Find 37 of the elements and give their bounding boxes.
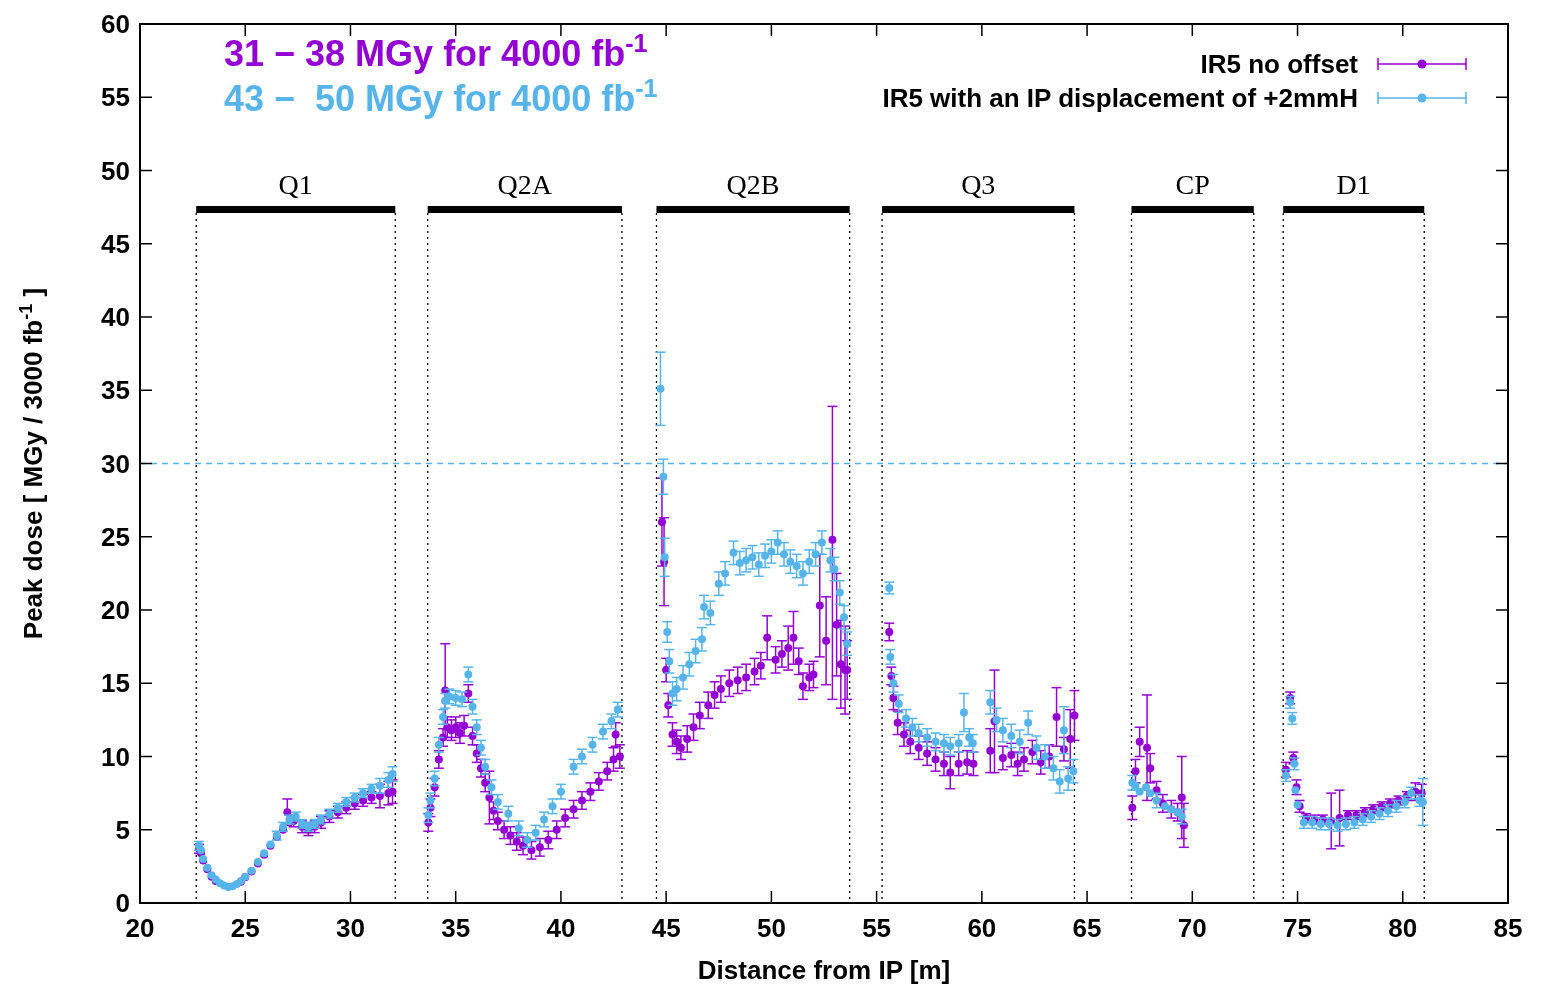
x-tick-label: 55 <box>862 913 892 943</box>
y-tick-label: 55 <box>101 82 130 113</box>
annotation: Q2B <box>726 169 780 200</box>
y-tick-label: 60 <box>101 9 130 39</box>
y-tick-label: 5 <box>115 814 130 845</box>
x-tick-label: 45 <box>651 913 681 943</box>
x-tick-label: 50 <box>756 913 786 943</box>
x-tick-label: 85 <box>1493 913 1523 943</box>
x-axis-title: Distance from IP [m] <box>697 955 951 985</box>
y-tick-label: 10 <box>101 741 130 772</box>
annotation: 43 − 50 MGy for 4000 fb$^{-1}$ <box>224 74 658 119</box>
y-tick-label: 15 <box>101 668 130 699</box>
legend-label: IR5 with an IP displacement of +2mmH <box>882 83 1358 113</box>
annotation: 31 − 38 MGy for 4000 fb$^{-1}$ <box>224 29 648 74</box>
y-tick-label: 20 <box>101 595 130 625</box>
legend-label: IR5 no offset <box>1200 49 1359 79</box>
x-tick-label: 35 <box>441 913 471 943</box>
x-tick-label: 30 <box>336 913 365 943</box>
y-tick-label: 30 <box>101 448 130 479</box>
x-tick-label: 65 <box>1072 913 1102 943</box>
y-tick-label: 45 <box>101 228 130 259</box>
annotation: CP <box>1175 169 1210 200</box>
y-tick-label: 0 <box>115 888 130 918</box>
y-tick-label: 40 <box>101 302 130 332</box>
x-tick-label: 40 <box>546 913 576 943</box>
annotation: Q3 <box>961 169 996 200</box>
y-tick-label: 50 <box>101 155 130 186</box>
x-tick-label: 25 <box>230 913 260 943</box>
annotation: Q2A <box>497 169 553 200</box>
x-tick-label: 60 <box>967 913 997 943</box>
annotation: D1 <box>1336 169 1371 200</box>
annotation: Q1 <box>278 169 313 200</box>
y-tick-label: 35 <box>101 375 130 406</box>
x-tick-label: 70 <box>1177 913 1207 943</box>
y-tick-label: 25 <box>101 521 130 552</box>
x-tick-label: 80 <box>1388 913 1418 943</box>
x-tick-label: 75 <box>1283 913 1312 943</box>
